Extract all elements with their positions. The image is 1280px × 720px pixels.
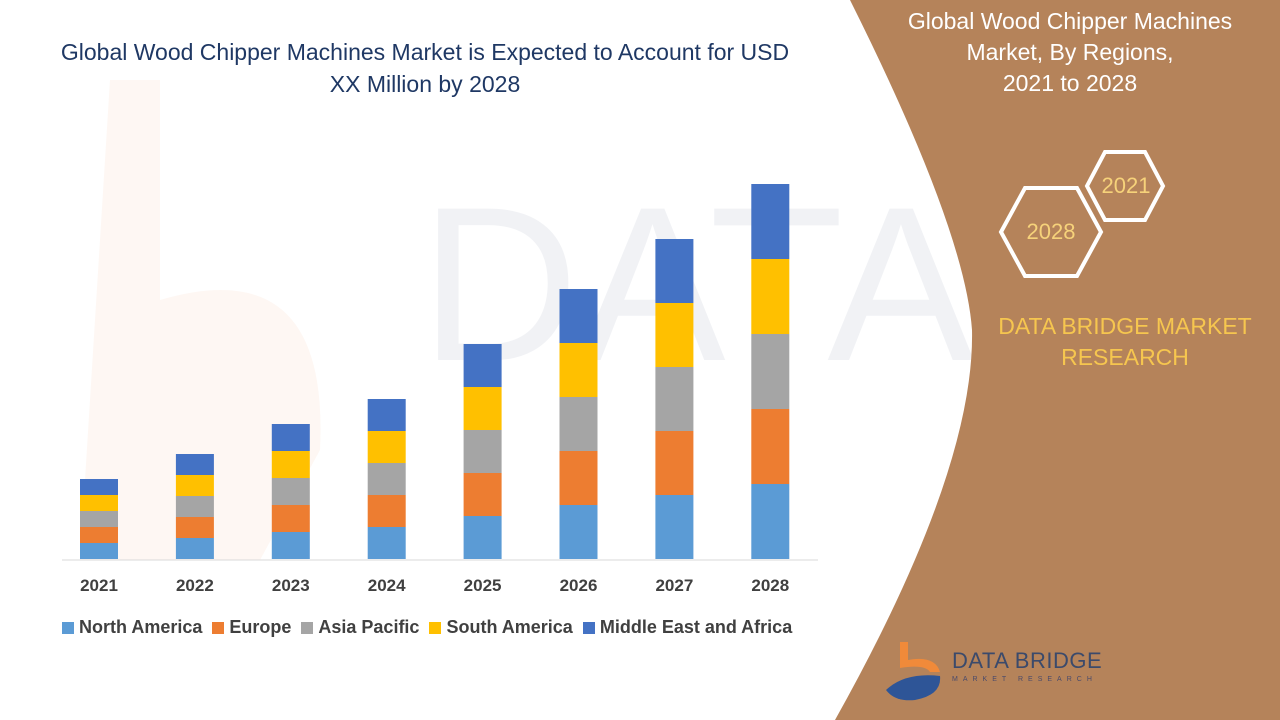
logo-icon — [886, 642, 941, 701]
bar-segment-2021-europe — [80, 527, 118, 543]
bar-segment-2028-south-america — [751, 259, 790, 334]
logo-subtext: MARKET RESEARCH — [952, 676, 1097, 683]
side-title-line: Global Wood Chipper Machines — [907, 8, 1233, 34]
bar-segment-2023-europe — [271, 505, 310, 532]
legend: North America Europe Asia Pacific South … — [62, 617, 792, 638]
bar-segment-2024-asia-pacific — [367, 463, 406, 495]
bar-segment-2026-europe — [559, 451, 598, 505]
x-tick-label: 2021 — [80, 576, 118, 595]
bar-segment-2025-europe — [463, 473, 502, 516]
bar-segment-2025-north-america — [463, 516, 502, 559]
hex-label-2021: 2021 — [1101, 173, 1151, 198]
side-title: Global Wood Chipper Machines Market, By … — [880, 6, 1260, 99]
legend-swatch — [212, 621, 225, 634]
bar-segment-2022-middle-east-and-africa — [175, 454, 214, 475]
bar-segment-2023-south-america — [271, 451, 310, 478]
bar-segment-2022-north-america — [175, 538, 214, 559]
bar-segment-2026-north-america — [559, 505, 598, 559]
legend-swatch — [429, 621, 442, 634]
side-title-line: Market, By Regions, — [966, 39, 1174, 65]
legend-swatch — [301, 621, 314, 634]
bar-segment-2024-europe — [367, 495, 406, 527]
bar-segment-2022-asia-pacific — [175, 496, 214, 517]
hex-label-2028: 2028 — [1026, 219, 1076, 244]
brand-line: DATA BRIDGE MARKET — [998, 313, 1252, 339]
legend-swatch — [62, 621, 74, 634]
bar-segment-2025-asia-pacific — [463, 430, 502, 473]
legend-swatch — [582, 621, 595, 634]
x-tick-label: 2027 — [655, 576, 694, 595]
side-title-line: 2021 to 2028 — [1002, 70, 1138, 96]
bar-segment-2028-north-america — [751, 484, 790, 559]
x-tick-label: 2024 — [367, 576, 406, 595]
legend-label: Asia Pacific — [318, 617, 420, 637]
legend-item: North America — [62, 617, 202, 638]
bar-segment-2024-north-america — [367, 527, 406, 559]
bar-segment-2023-north-america — [271, 532, 310, 559]
legend-item: Asia Pacific — [301, 617, 419, 638]
legend-label: South America — [446, 617, 573, 637]
legend-label: Middle East and Africa — [599, 617, 793, 637]
bars — [80, 184, 790, 559]
bar-segment-2025-south-america — [463, 387, 502, 430]
bar-segment-2027-asia-pacific — [655, 367, 694, 431]
brand-text: DATA BRIDGE MARKET RESEARCH — [975, 311, 1275, 373]
x-tick-label: 2023 — [271, 576, 310, 595]
bar-segment-2026-middle-east-and-africa — [559, 289, 598, 343]
hexagon-2021 — [1084, 150, 1166, 222]
bar-segment-2025-middle-east-and-africa — [463, 344, 502, 387]
bar-segment-2027-south-america — [655, 303, 694, 367]
chart-title: Global Wood Chipper Machines Market is E… — [60, 39, 790, 97]
bar-segment-2028-asia-pacific — [751, 334, 790, 409]
bar-segment-2026-asia-pacific — [559, 397, 598, 451]
x-tick-label: 2026 — [559, 576, 598, 595]
legend-item: Middle East and Africa — [582, 617, 793, 638]
legend-item: Europe — [212, 617, 291, 638]
bar-segment-2026-south-america — [559, 343, 598, 397]
bar-segment-2021-middle-east-and-africa — [80, 479, 118, 495]
x-tick-label: 2025 — [463, 576, 502, 595]
legend-label: Europe — [229, 617, 292, 637]
bar-segment-2023-asia-pacific — [271, 478, 310, 505]
bar-segment-2021-asia-pacific — [80, 511, 118, 527]
x-tick-label: 2028 — [751, 576, 790, 595]
bar-segment-2027-north-america — [655, 495, 694, 559]
bar-segment-2024-middle-east-and-africa — [367, 399, 406, 431]
legend-label: North America — [79, 617, 203, 637]
bar-segment-2027-middle-east-and-africa — [655, 239, 694, 303]
bar-segment-2028-europe — [751, 409, 790, 484]
bar-segment-2022-south-america — [175, 475, 214, 496]
bar-segment-2023-middle-east-and-africa — [271, 424, 310, 451]
legend-item: South America — [429, 617, 573, 638]
bar-segment-2021-south-america — [80, 495, 118, 511]
bar-segment-2028-middle-east-and-africa — [751, 184, 790, 259]
bar-segment-2021-north-america — [80, 543, 118, 559]
brand-line: RESEARCH — [1061, 344, 1189, 370]
bar-segment-2022-europe — [175, 517, 214, 538]
hexagon-2028 — [998, 186, 1104, 278]
bar-segment-2027-europe — [655, 431, 694, 495]
bar-segment-2024-south-america — [367, 431, 406, 463]
x-tick-label: 2022 — [175, 576, 214, 595]
side-panel — [835, 0, 1280, 720]
logo-text: DATA BRIDGE — [952, 648, 1103, 673]
